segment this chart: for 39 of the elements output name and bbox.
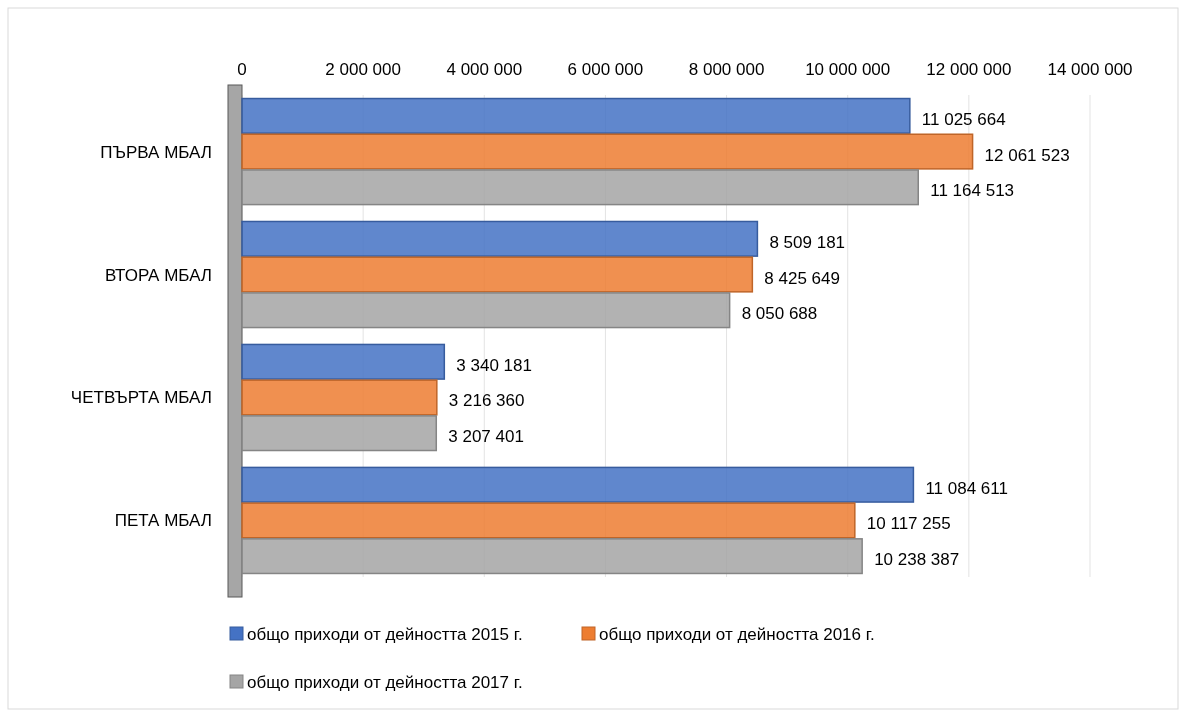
x-tick-label: 6 000 000: [567, 60, 644, 79]
data-label: 10 117 255: [866, 514, 951, 534]
data-label: 11 164 513: [930, 181, 1015, 201]
x-tick-label: 10 000 000: [805, 60, 891, 79]
bar: [241, 379, 438, 416]
bar: [241, 343, 446, 380]
bar: [241, 220, 759, 257]
x-tick-label: 8 000 000: [688, 60, 765, 79]
bar: [241, 292, 731, 329]
legend-label: общо приходи от дейността 2016 г.: [599, 625, 875, 644]
y-tick-label: ПЪРВА МБАЛ: [100, 142, 212, 162]
bar: [241, 502, 856, 539]
data-label: 8 509 181: [769, 232, 846, 252]
data-label: 11 084 611: [925, 478, 1008, 498]
bar: [241, 97, 911, 134]
bar: [241, 538, 863, 575]
data-label: 3 207 401: [448, 427, 524, 447]
data-label: 10 238 387: [874, 550, 960, 570]
legend-label: общо приходи от дейността 2017 г.: [247, 673, 523, 692]
data-label: 3 340 181: [456, 355, 532, 375]
x-tick-label: 0: [237, 60, 247, 79]
x-tick-label: 14 000 000: [1047, 60, 1133, 79]
bar: [241, 169, 919, 206]
bar: [241, 415, 438, 452]
data-label: 12 061 523: [984, 145, 1070, 165]
data-label: 3 216 360: [448, 391, 525, 411]
bar: [241, 256, 754, 293]
data-label: 8 425 649: [764, 268, 840, 288]
y-tick-label: ПЕТА МБАЛ: [114, 511, 212, 531]
bar: [241, 133, 974, 170]
data-label: 8 050 688: [741, 304, 818, 324]
bar: [241, 466, 915, 503]
x-tick-label: 12 000 000: [926, 60, 1012, 79]
data-label: 11 025 664: [921, 109, 1006, 129]
x-tick-label: 4 000 000: [446, 60, 523, 79]
y-tick-label: ВТОРА МБАЛ: [104, 265, 212, 285]
y-tick-label: ЧЕТВЪРТА МБАЛ: [70, 388, 212, 408]
legend-label: общо приходи от дейността 2015 г.: [247, 625, 523, 644]
x-tick-label: 2 000 000: [325, 60, 401, 79]
